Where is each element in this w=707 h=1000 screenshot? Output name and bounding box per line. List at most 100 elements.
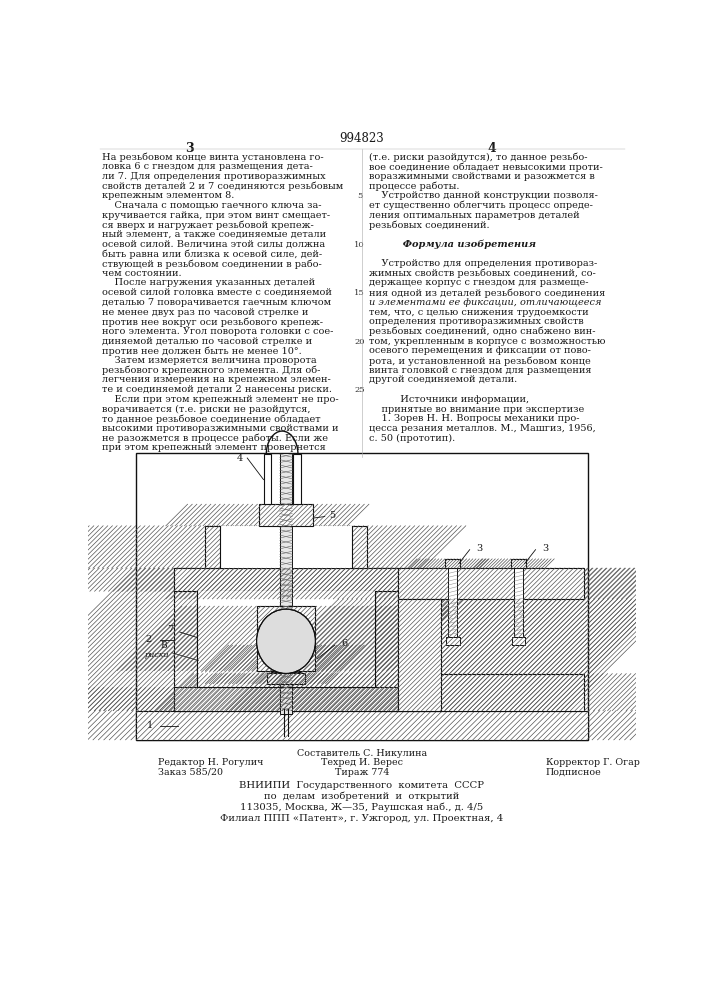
Text: Корректор Г. Огар: Корректор Г. Огар xyxy=(546,758,640,767)
Bar xyxy=(445,559,460,568)
Text: резьбовых соединений, одно снабжено вин-: резьбовых соединений, одно снабжено вин- xyxy=(369,327,595,336)
Bar xyxy=(220,526,352,568)
Text: диняемой деталью по часовой стрелке и: диняемой деталью по часовой стрелке и xyxy=(103,337,312,346)
Bar xyxy=(136,711,588,740)
Text: ления оптимальных параметров деталей: ления оптимальных параметров деталей xyxy=(369,211,580,220)
Text: осевой силой. Величина этой силы должна: осевой силой. Величина этой силы должна xyxy=(103,240,325,249)
Text: не разожмется в процессе работы. Если же: не разожмется в процессе работы. Если же xyxy=(103,434,328,443)
Bar xyxy=(293,454,300,504)
Text: 4: 4 xyxy=(487,142,496,155)
Text: Если при этом крепежный элемент не про-: Если при этом крепежный элемент не про- xyxy=(103,395,339,404)
Text: винта головкой с гнездом для размещения: винта головкой с гнездом для размещения xyxy=(369,366,592,375)
Bar xyxy=(514,568,523,637)
Text: те и соединяемой детали 2 нанесены риски.: те и соединяемой детали 2 нанесены риски… xyxy=(103,385,332,394)
Text: резьбовых соединений.: резьбовых соединений. xyxy=(369,220,489,230)
Text: держащее корпус с гнездом для размеще-: держащее корпус с гнездом для размеще- xyxy=(369,278,588,287)
Text: с. 50 (прототип).: с. 50 (прототип). xyxy=(369,434,455,443)
Text: 1. Зорев Н. Н. Вопросы механики про-: 1. Зорев Н. Н. Вопросы механики про- xyxy=(369,414,580,423)
Text: ся вверх и нагружает резьбовой крепеж-: ся вверх и нагружает резьбовой крепеж- xyxy=(103,220,314,230)
Text: 7: 7 xyxy=(167,625,173,634)
Bar xyxy=(512,637,525,645)
Text: ния одной из деталей резьбового соединения: ния одной из деталей резьбового соединен… xyxy=(369,288,605,298)
Text: 994823: 994823 xyxy=(339,132,385,145)
Text: принятые во внимание при экспертизе: принятые во внимание при экспертизе xyxy=(369,405,584,414)
Text: ли 7. Для определения противоразжимных: ли 7. Для определения противоразжимных xyxy=(103,172,326,181)
Text: Устройство данной конструкции позволя-: Устройство данной конструкции позволя- xyxy=(369,191,598,200)
Bar xyxy=(398,599,441,711)
Text: Источники информации,: Источники информации, xyxy=(369,395,529,404)
Text: ВНИИПИ  Государственного  комитета  СССР: ВНИИПИ Государственного комитета СССР xyxy=(240,781,484,790)
Text: то данное резьбовое соединение обладает: то данное резьбовое соединение обладает xyxy=(103,414,321,424)
Bar xyxy=(398,568,585,599)
Text: 3: 3 xyxy=(477,544,483,553)
Text: вое соединение обладает невысокими проти-: вое соединение обладает невысокими проти… xyxy=(369,162,602,172)
Text: не менее двух раз по часовой стрелке и: не менее двух раз по часовой стрелке и xyxy=(103,308,309,317)
Text: 5: 5 xyxy=(329,511,336,520)
Text: (т.е. риски разойдутся), то данное резьбо-: (т.е. риски разойдутся), то данное резьб… xyxy=(369,152,588,162)
Text: После нагружения указанных деталей: После нагружения указанных деталей xyxy=(103,278,315,287)
Text: 2: 2 xyxy=(146,635,152,644)
Text: Формула изобретения: Формула изобретения xyxy=(369,240,536,249)
Text: 20: 20 xyxy=(354,338,365,346)
Text: Устройство для определения противораз-: Устройство для определения противораз- xyxy=(369,259,597,268)
Text: 15: 15 xyxy=(354,289,365,297)
Text: ствующей в резьбовом соединении в рабо-: ствующей в резьбовом соединении в рабо- xyxy=(103,259,322,269)
Text: 113035, Москва, Ж—35, Раушская наб., д. 4/5: 113035, Москва, Ж—35, Раушская наб., д. … xyxy=(240,803,484,812)
Bar xyxy=(174,687,398,711)
Text: 25: 25 xyxy=(354,386,365,394)
Text: ет существенно облегчить процесс опреде-: ет существенно облегчить процесс опреде- xyxy=(369,201,592,210)
Bar xyxy=(174,568,197,711)
Text: В: В xyxy=(160,641,167,650)
Text: 1: 1 xyxy=(147,721,153,730)
Bar xyxy=(445,637,460,645)
Text: кручивается гайка, при этом винт смещает-: кручивается гайка, при этом винт смещает… xyxy=(103,211,330,220)
Text: против нее должен быть не менее 10°.: против нее должен быть не менее 10°. xyxy=(103,346,302,356)
Bar xyxy=(280,453,292,714)
Text: при этом крепежный элемент провернется: при этом крепежный элемент провернется xyxy=(103,443,326,452)
Text: Редактор Н. Рогулич: Редактор Н. Рогулич xyxy=(158,758,264,767)
Text: 6: 6 xyxy=(341,639,347,648)
Text: ловка 6 с гнездом для размещения дета-: ловка 6 с гнездом для размещения дета- xyxy=(103,162,313,171)
Text: тем, что, с целью снижения трудоемкости: тем, что, с целью снижения трудоемкости xyxy=(369,308,588,317)
Text: по  делам  изобретений  и  открытий: по делам изобретений и открытий xyxy=(264,792,460,801)
Text: 3: 3 xyxy=(185,142,194,155)
Bar xyxy=(259,504,313,526)
Bar xyxy=(271,645,300,672)
Bar xyxy=(264,454,271,504)
Text: крепежным элементом 8.: крепежным элементом 8. xyxy=(103,191,235,200)
Bar xyxy=(204,526,368,568)
Text: Тираж 774: Тираж 774 xyxy=(334,768,389,777)
Text: и элементами ее фиксации, отличающееся: и элементами ее фиксации, отличающееся xyxy=(369,298,602,307)
Text: Составитель С. Никулина: Составитель С. Никулина xyxy=(297,749,427,758)
Text: рота, и установленной на резьбовом конце: рота, и установленной на резьбовом конце xyxy=(369,356,590,366)
Bar xyxy=(197,591,375,687)
Text: Заказ 585/20: Заказ 585/20 xyxy=(158,768,223,777)
Text: осевого перемещения и фиксации от пово-: осевого перемещения и фиксации от пово- xyxy=(369,346,591,355)
Text: ворачивается (т.е. риски не разойдутся,: ворачивается (т.е. риски не разойдутся, xyxy=(103,405,311,414)
Text: 3: 3 xyxy=(542,544,549,553)
Text: быть равна или близка к осевой силе, дей-: быть равна или близка к осевой силе, дей… xyxy=(103,249,322,259)
Text: 4: 4 xyxy=(236,454,243,463)
Bar xyxy=(448,568,457,637)
Text: осевой силой головка вместе с соединяемой: осевой силой головка вместе с соединяемо… xyxy=(103,288,332,297)
Text: Техред И. Верес: Техред И. Верес xyxy=(321,758,403,767)
Text: высокими противоразжимными свойствами и: высокими противоразжимными свойствами и xyxy=(103,424,339,433)
Text: На резьбовом конце винта установлена го-: На резьбовом конце винта установлена го- xyxy=(103,152,324,162)
Bar xyxy=(257,606,315,671)
Text: свойств деталей 2 и 7 соединяются резьбовым: свойств деталей 2 и 7 соединяются резьбо… xyxy=(103,181,344,191)
Text: Подписное: Подписное xyxy=(546,768,602,777)
Text: другой соединяемой детали.: другой соединяемой детали. xyxy=(369,375,518,384)
Text: риски: риски xyxy=(145,651,170,659)
Text: против нее вокруг оси резьбового крепеж-: против нее вокруг оси резьбового крепеж- xyxy=(103,317,323,327)
Ellipse shape xyxy=(257,609,315,673)
Bar xyxy=(136,453,588,740)
Text: 10: 10 xyxy=(354,241,365,249)
Text: ного элемента. Угол поворота головки с сое-: ного элемента. Угол поворота головки с с… xyxy=(103,327,334,336)
Bar xyxy=(174,568,398,591)
Bar xyxy=(281,658,291,672)
Text: резьбового крепежного элемента. Для об-: резьбового крепежного элемента. Для об- xyxy=(103,366,321,375)
Text: определения противоразжимных свойств: определения противоразжимных свойств xyxy=(369,317,583,326)
Text: цесса резания металлов. М., Машгиз, 1956,: цесса резания металлов. М., Машгиз, 1956… xyxy=(369,424,596,433)
Bar xyxy=(375,568,398,711)
Text: Филиал ППП «Патент», г. Ужгород, ул. Проектная, 4: Филиал ППП «Патент», г. Ужгород, ул. Про… xyxy=(221,814,503,823)
